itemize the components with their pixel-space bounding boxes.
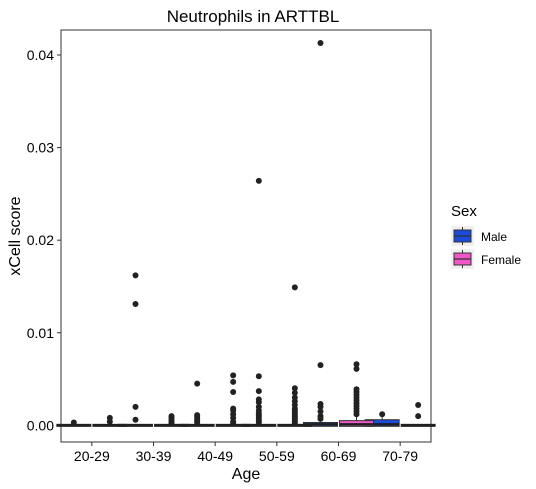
x-tick-label: 60-69 — [321, 448, 357, 464]
outlier-point — [106, 414, 113, 421]
outlier-point — [353, 386, 360, 393]
y-tick-label: 0.03 — [27, 140, 54, 156]
box-female-50-59 — [277, 284, 313, 427]
outlier-point — [230, 389, 237, 396]
outlier-point — [132, 416, 139, 423]
y-axis: 0.00 0.01 0.02 0.03 0.04 — [27, 47, 61, 433]
box-female-60-69 — [339, 361, 374, 427]
y-tick-label: 0.02 — [27, 232, 54, 248]
outlier-point — [255, 373, 262, 380]
outlier-point — [194, 380, 201, 387]
outlier-point — [194, 412, 201, 419]
outlier-point — [230, 372, 237, 379]
outlier-point — [132, 272, 139, 279]
outlier-point — [353, 361, 360, 368]
x-axis: 20-29 30-39 40-49 50-59 60-69 70-79 — [74, 442, 418, 464]
x-tick-label: 30-39 — [136, 448, 172, 464]
legend: Sex Male Female — [451, 203, 521, 269]
x-tick-label: 70-79 — [382, 448, 418, 464]
outlier-point — [255, 388, 262, 395]
x-tick-label: 50-59 — [259, 448, 295, 464]
chart-title: Neutrophils in ARTTBL — [167, 7, 340, 26]
outlier-point — [255, 396, 262, 403]
legend-title: Sex — [451, 203, 477, 220]
outlier-point — [317, 413, 324, 420]
outlier-point — [353, 365, 360, 372]
y-tick-label: 0.01 — [27, 325, 54, 341]
outlier-point — [317, 408, 324, 415]
box-male-30-39 — [118, 272, 153, 427]
outlier-point — [255, 403, 262, 410]
box-female-40-49 — [215, 372, 251, 427]
outlier-point — [132, 301, 139, 308]
outlier-point — [317, 362, 324, 369]
outlier-point — [132, 403, 139, 410]
outlier-point — [291, 284, 298, 291]
legend-label-male: Male — [481, 230, 507, 244]
box-female-30-39 — [154, 413, 189, 427]
outlier-point — [230, 405, 237, 412]
y-axis-label: xCell score — [7, 196, 24, 275]
y-tick-label: 0.04 — [27, 47, 54, 63]
outlier-point — [291, 389, 298, 396]
outlier-point — [255, 177, 262, 184]
y-tick-label: 0.00 — [27, 417, 54, 433]
x-tick-label: 40-49 — [197, 448, 233, 464]
outlier-point — [168, 413, 175, 420]
outlier-point — [379, 411, 386, 418]
box-male-20-29 — [56, 419, 92, 427]
outlier-point — [317, 401, 324, 408]
outlier-point — [317, 39, 324, 46]
legend-label-female: Female — [481, 253, 521, 267]
outlier-point — [70, 419, 77, 426]
x-tick-label: 20-29 — [74, 448, 110, 464]
box-plots — [56, 39, 436, 427]
plot-panel — [60, 29, 432, 443]
box-female-20-29 — [92, 414, 128, 427]
outlier-point — [415, 401, 422, 408]
outlier-point — [415, 413, 422, 420]
box-female-70-79 — [400, 401, 436, 427]
outlier-point — [291, 394, 298, 401]
x-axis-label: Age — [232, 466, 261, 483]
outlier-point — [291, 385, 298, 392]
outlier-point — [230, 378, 237, 385]
